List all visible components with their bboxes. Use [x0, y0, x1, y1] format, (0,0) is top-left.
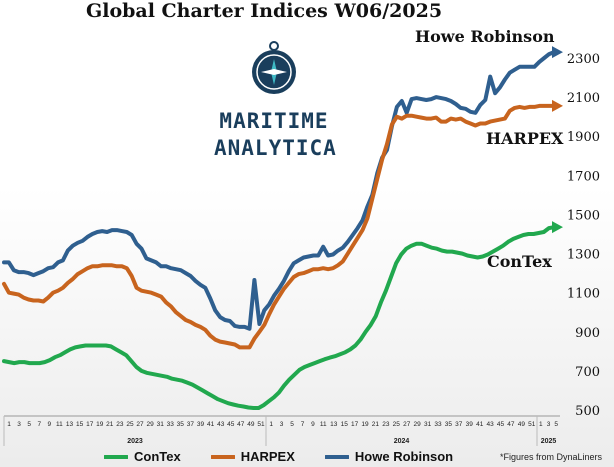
x-tick-label: 51 [528, 421, 536, 428]
x-year-label: 2025 [541, 438, 557, 445]
x-tick-label: 1 [7, 421, 11, 428]
brand-line-2: ANALYTICA [214, 136, 337, 160]
x-tick-label: 17 [86, 421, 94, 428]
x-tick-label: 47 [237, 421, 245, 428]
x-tick-label: 11 [56, 421, 63, 428]
series-arrow-howe-robinson [552, 46, 563, 59]
series-label-howe-robinson: Howe Robinson [415, 27, 555, 46]
x-tick-label: 39 [466, 421, 474, 428]
series-label-contex: ConTex [487, 252, 552, 271]
x-tick-label: 35 [445, 421, 453, 428]
legend-swatch-contex [104, 454, 128, 459]
x-tick-label: 37 [187, 421, 195, 428]
x-tick-label: 3 [547, 421, 551, 428]
x-tick-label: 49 [247, 421, 255, 428]
y-tick-label: 1300 [567, 248, 600, 263]
x-tick-label: 41 [476, 421, 484, 428]
x-tick-label: 43 [217, 421, 225, 428]
series-label-harpex: HARPEX [486, 129, 564, 148]
brand-logo [252, 41, 296, 94]
y-tick-label: 900 [575, 326, 600, 341]
x-tick-label: 7 [37, 421, 41, 428]
series-arrow-contex [552, 221, 563, 234]
legend-item-harpex: HARPEX [210, 449, 295, 464]
compass-icon [252, 41, 296, 94]
x-tick-label: 25 [393, 421, 401, 428]
x-tick-label: 1 [539, 421, 543, 428]
x-tick-label: 5 [27, 421, 31, 428]
x-tick-label: 21 [106, 421, 114, 428]
footnote: *Figures from DynaLiners [499, 452, 602, 462]
y-tick-label: 500 [575, 404, 600, 419]
series-line-contex [2, 225, 556, 410]
legend-item-howe-robinson: Howe Robinson [324, 449, 454, 464]
x-year-label: 2024 [394, 438, 410, 445]
x-tick-label: 33 [434, 421, 442, 428]
x-tick-label: 33 [167, 421, 175, 428]
x-tick-label: 15 [341, 421, 349, 428]
series-line-howe-robinson [2, 50, 556, 331]
x-tick-label: 11 [320, 421, 327, 428]
y-tick-label: 2300 [567, 52, 600, 67]
x-tick-label: 37 [455, 421, 463, 428]
x-tick-label: 19 [361, 421, 369, 428]
x-tick-label: 47 [507, 421, 515, 428]
series-lines [2, 46, 563, 410]
x-tick-label: 13 [330, 421, 338, 428]
x-axis: 1 3 5 7 9 11 13 15 17 19 21 23 25 27 29 31 33 35 37 39 41 43 4… [3, 415, 560, 446]
x-tick-label: 23 [382, 421, 390, 428]
x-tick-label: 41 [207, 421, 215, 428]
x-tick-label: 45 [497, 421, 505, 428]
legend-label-harpex: HARPEX [240, 449, 295, 464]
y-tick-label: 700 [575, 365, 600, 380]
x-tick-label: 5 [290, 421, 294, 428]
legend-item-contex: ConTex [104, 449, 181, 464]
x-tick-label: 31 [424, 421, 432, 428]
x-tick-label: 7 [301, 421, 305, 428]
series-line-harpex [2, 103, 556, 350]
brand-name: MARITIME ANALYTICA [214, 108, 337, 162]
x-tick-label: 39 [197, 421, 205, 428]
x-tick-label: 19 [96, 421, 104, 428]
legend-label-contex: ConTex [134, 449, 181, 464]
legend: ConTex HARPEX Howe Robinson [104, 449, 453, 464]
x-tick-label: 3 [280, 421, 284, 428]
y-tick-label: 2100 [567, 91, 600, 106]
x-tick-label: 31 [157, 421, 165, 428]
x-tick-label: 45 [227, 421, 235, 428]
x-tick-label: 17 [351, 421, 359, 428]
x-tick-label: 51 [257, 421, 265, 428]
legend-swatch-harpex [210, 454, 235, 459]
series-arrow-harpex [552, 99, 563, 112]
x-tick-label: 29 [413, 421, 421, 428]
x-tick-label: 25 [126, 421, 134, 428]
y-tick-label: 1500 [567, 208, 600, 223]
x-tick-label: 15 [76, 421, 84, 428]
x-tick-label: 43 [486, 421, 494, 428]
x-tick-label: 29 [146, 421, 154, 428]
x-tick-label: 1 [269, 421, 273, 428]
x-tick-label: 23 [116, 421, 124, 428]
y-axis: 500 700 900 1100 1300 1500 1700 1900 2100 2300 [567, 52, 600, 419]
x-tick-label: 13 [66, 421, 74, 428]
legend-label-howe-robinson: Howe Robinson [354, 449, 454, 464]
y-tick-label: 1100 [567, 287, 600, 302]
legend-swatch-howe-robinson [324, 454, 349, 459]
x-tick-label: 9 [47, 421, 51, 428]
x-tick-label: 35 [177, 421, 185, 428]
chart-title: Global Charter Indices W06/2025 [86, 0, 443, 22]
x-year-label: 2023 [127, 438, 143, 445]
brand-line-1: MARITIME [219, 109, 329, 133]
x-tick-label: 5 [554, 421, 558, 428]
x-tick-label: 27 [403, 421, 411, 428]
x-tick-label: 49 [518, 421, 526, 428]
x-tick-label: 3 [17, 421, 21, 428]
x-tick-label: 9 [311, 421, 315, 428]
x-tick-label: 27 [136, 421, 144, 428]
y-tick-label: 1700 [567, 169, 600, 184]
y-tick-label: 1900 [567, 130, 600, 145]
x-tick-label: 21 [372, 421, 380, 428]
